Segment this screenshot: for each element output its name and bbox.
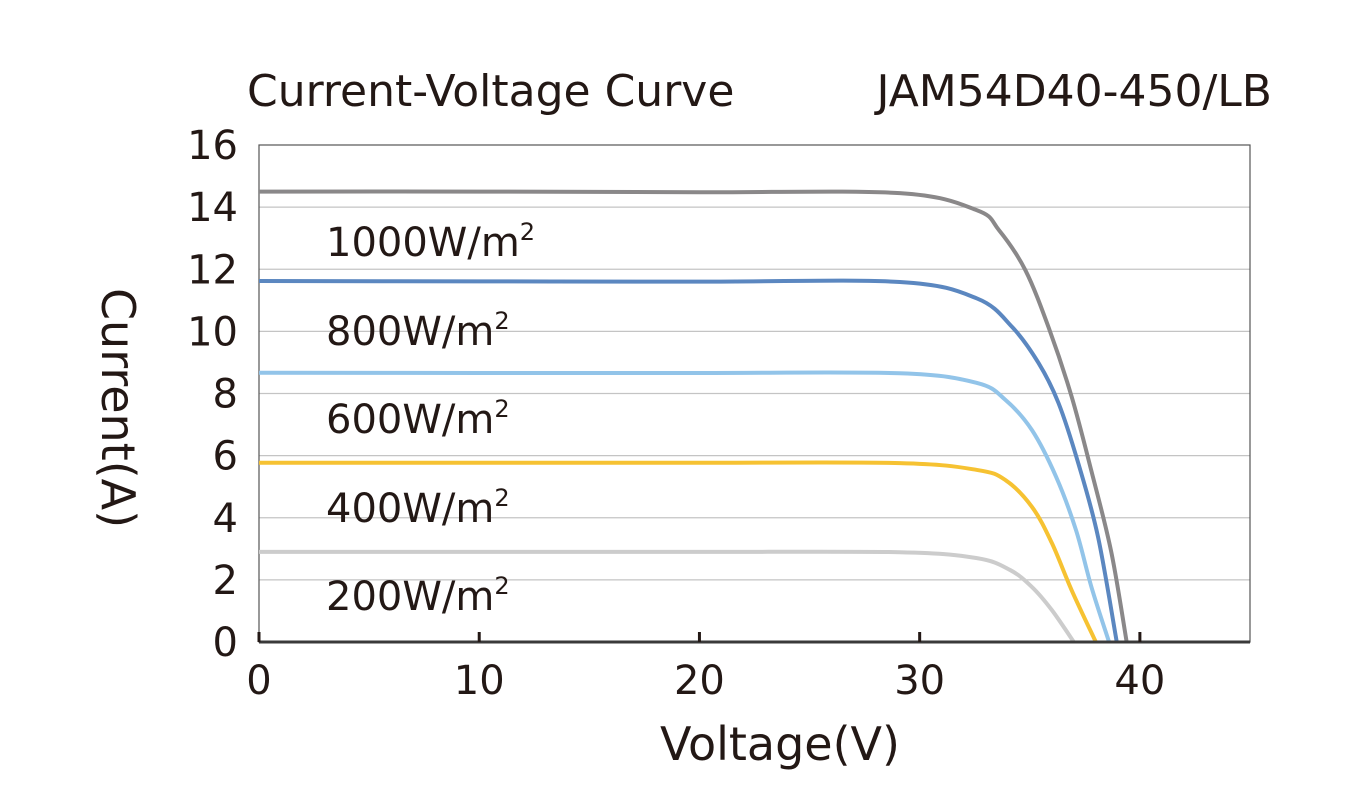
y-tick-label: 10 [187, 309, 238, 355]
y-tick-label: 6 [213, 434, 238, 480]
series-line-200w [259, 549, 1076, 644]
series-label: 200W/m2 [326, 572, 510, 620]
y-tick-label: 16 [187, 123, 238, 169]
y-tick-label: 14 [187, 185, 238, 231]
y-tick-label: 12 [187, 247, 238, 293]
series-line-600w [258, 370, 1111, 643]
x-tick-label: 40 [1114, 658, 1165, 704]
y-tick-label: 0 [213, 620, 238, 666]
series-label-superscript: 2 [494, 572, 509, 600]
series-label-superscript: 2 [494, 484, 509, 512]
gridlines [259, 206, 1250, 581]
y-tick-label: 2 [213, 558, 238, 604]
series-label-text: 600W/m [326, 397, 494, 443]
x-tick-label: 0 [246, 658, 271, 704]
x-ticks: 0 10 20 30 40 [246, 632, 1165, 704]
chart-title: Current-Voltage Curve [247, 66, 734, 117]
y-axis-label: Current(A) [91, 288, 145, 528]
series-line-400w [259, 460, 1098, 643]
series-label: 400W/m2 [326, 484, 510, 532]
y-tick-label: 4 [213, 496, 238, 542]
y-ticks: 0 2 4 6 8 10 12 14 16 [187, 123, 238, 666]
series-label-text: 1000W/m [326, 220, 520, 266]
x-tick-label: 20 [674, 658, 725, 704]
series-label-superscript: 2 [494, 307, 509, 335]
x-axis-label: Voltage(V) [660, 717, 900, 771]
series-label: 800W/m2 [326, 307, 510, 355]
chart-subtitle: JAM54D40-450/LB [873, 66, 1272, 117]
x-tick-label: 30 [894, 658, 945, 704]
series-label-text: 200W/m [326, 574, 494, 620]
series-lines [258, 189, 1129, 644]
y-tick-label: 8 [213, 372, 238, 418]
series-label-superscript: 2 [494, 395, 509, 423]
x-tick-label: 10 [454, 658, 505, 704]
series-label-superscript: 2 [520, 218, 535, 246]
series-label: 600W/m2 [326, 395, 510, 443]
series-label: 1000W/m2 [326, 218, 535, 266]
series-label-text: 800W/m [326, 309, 494, 355]
series-line-800w [258, 278, 1119, 643]
series-label-text: 400W/m [326, 486, 494, 532]
series-line-1000w [258, 189, 1129, 643]
